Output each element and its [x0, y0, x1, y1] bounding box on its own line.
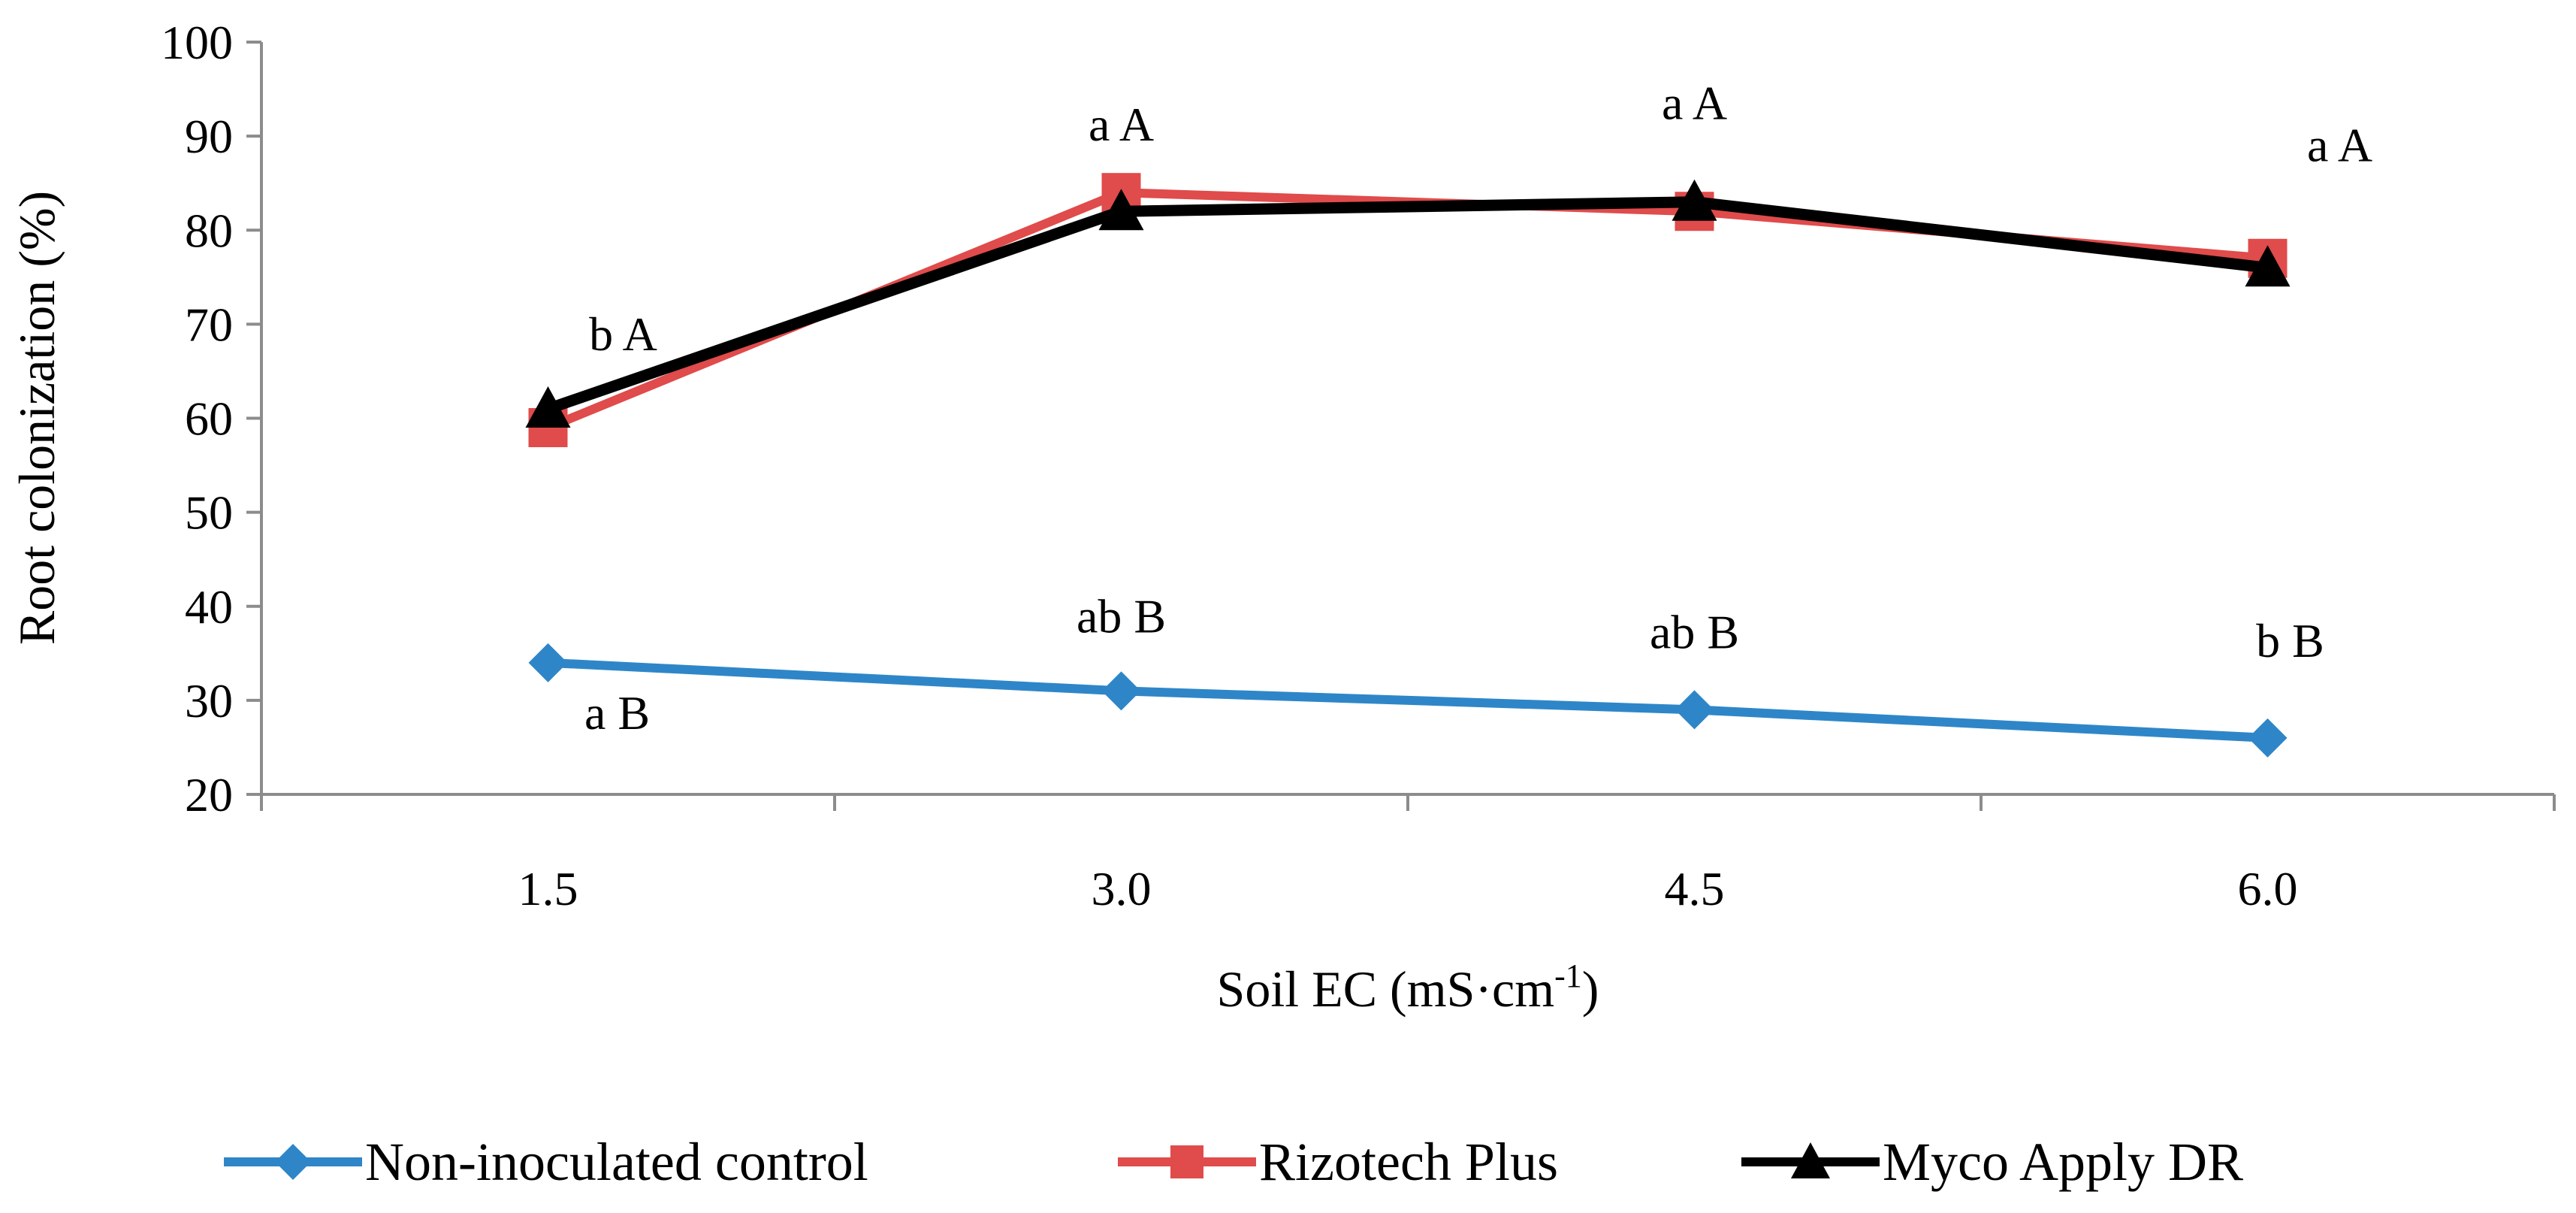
y-tick-label: 60 [185, 392, 233, 446]
legend-label-myco: Myco Apply DR [1883, 1132, 2243, 1192]
y-tick-label: 80 [185, 204, 233, 257]
y-tick-label: 50 [185, 486, 233, 540]
annotation-layer: a B ab B ab B b B b A a A a A a A [584, 77, 2372, 740]
y-axis-label: Root colonization (%) [8, 191, 65, 645]
x-axis-label-superscript: -1 [1554, 957, 1582, 994]
x-tick-label: 6.0 [2238, 862, 2298, 915]
y-tick-label: 30 [185, 674, 233, 727]
data-point-triangle [1672, 179, 1717, 221]
legend-square-marker [1170, 1145, 1203, 1178]
significance-label: b B [2256, 614, 2324, 667]
legend-item-rizotech-plus: Rizotech Plus [1118, 1132, 1558, 1192]
series-line-1 [546, 188, 2268, 432]
data-point-diamond [1675, 690, 1714, 730]
legend-label-rizotech: Rizotech Plus [1259, 1132, 1558, 1192]
data-point-diamond [1101, 671, 1141, 711]
x-tick-label: 1.5 [518, 862, 578, 915]
data-point-diamond [2248, 718, 2288, 758]
series-line-2 [546, 196, 2269, 415]
significance-label: a A [1662, 77, 1727, 130]
x-tick-label: 4.5 [1665, 862, 1725, 915]
legend-label-control: Non-inoculated control [365, 1132, 868, 1192]
significance-label: ab B [1077, 589, 1166, 643]
significance-label: a B [584, 686, 650, 740]
legend-item-myco-apply-dr: Myco Apply DR [1741, 1132, 2243, 1192]
axes: 20 30 40 50 60 70 80 90 100 1.5 3.0 4.5 6.0 [161, 16, 2556, 915]
legend-diamond-marker [275, 1144, 311, 1180]
significance-label: b A [589, 307, 657, 361]
y-tick-label: 100 [161, 16, 233, 69]
y-tick-label: 40 [185, 580, 233, 634]
significance-label: ab B [1650, 605, 1739, 658]
significance-label: a A [2307, 118, 2372, 171]
y-tick-label: 20 [185, 768, 233, 821]
data-point-diamond [528, 643, 568, 682]
series-layer [525, 173, 2291, 758]
x-axis-label: Soil EC (mS·cm-1) [1217, 957, 1599, 1018]
y-tick-label: 70 [185, 298, 233, 351]
legend-item-non-inoculated-control: Non-inoculated control [224, 1132, 868, 1192]
x-tick-label: 3.0 [1092, 862, 1152, 915]
legend: Non-inoculated control Rizotech Plus Myc… [224, 1132, 2243, 1192]
data-point-triangle [1098, 189, 1144, 231]
data-point-triangle [2245, 245, 2291, 287]
y-tick-label: 90 [185, 110, 233, 163]
legend-triangle-marker [1791, 1142, 1830, 1178]
series-line-0 [548, 658, 2268, 743]
significance-label: a A [1089, 98, 1154, 151]
data-point-triangle [525, 386, 571, 428]
